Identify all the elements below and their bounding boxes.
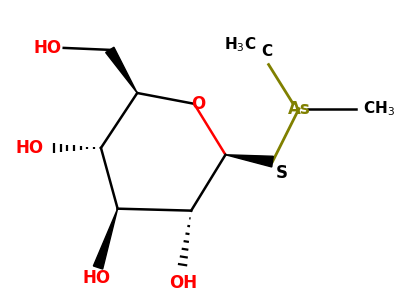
Text: As: As [288,100,310,118]
Text: OH: OH [169,274,197,292]
Polygon shape [106,47,137,93]
Text: H$_3$C: H$_3$C [224,35,257,54]
Polygon shape [93,209,118,269]
Text: HO: HO [16,139,44,157]
Text: HO: HO [82,269,110,287]
Text: S: S [276,164,288,181]
Text: HO: HO [34,39,62,57]
Text: C: C [261,44,272,59]
Text: CH$_3$: CH$_3$ [363,99,395,118]
Polygon shape [226,155,273,167]
Text: O: O [191,95,205,113]
